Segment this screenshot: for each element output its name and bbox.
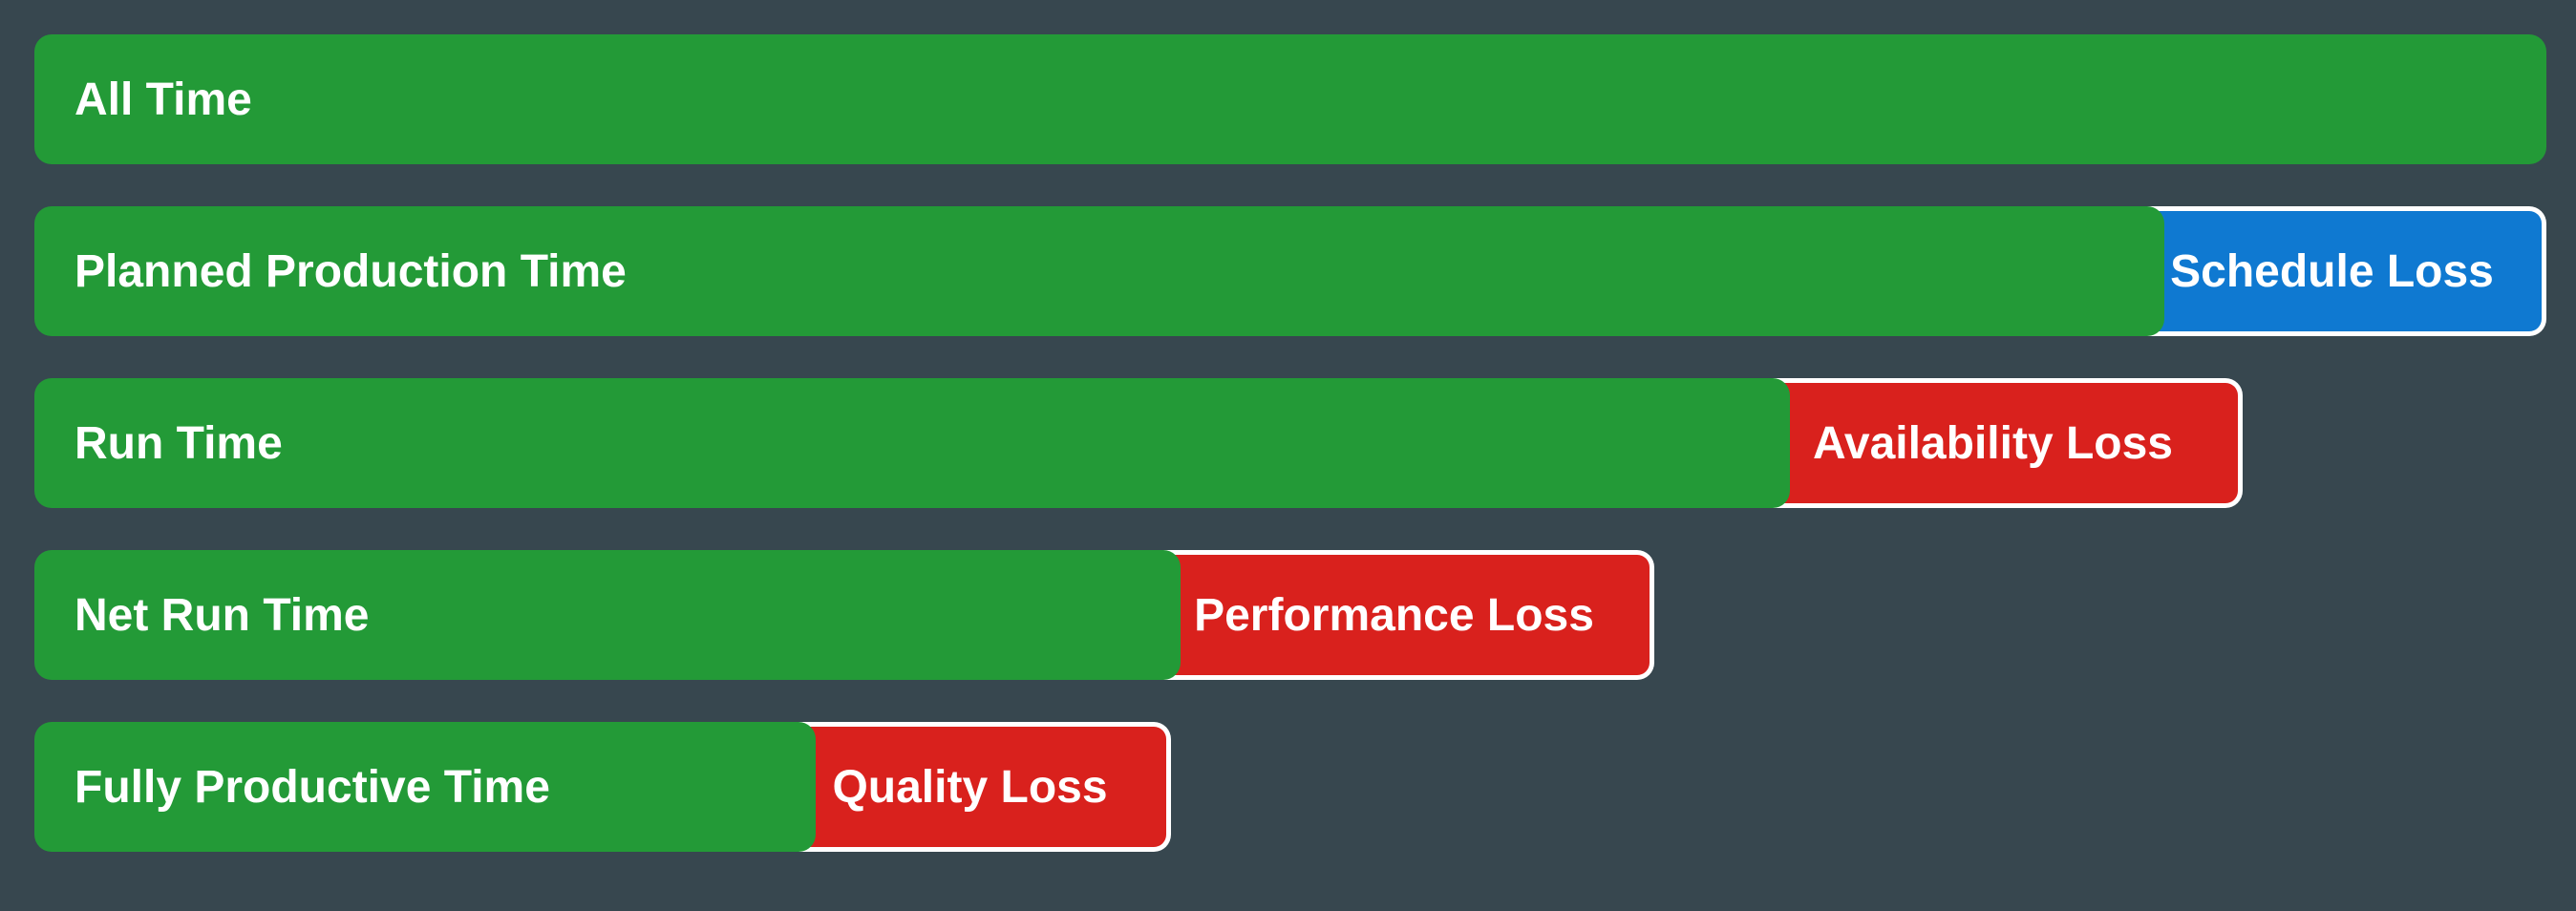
bar-planned-production-time: Planned Production Time xyxy=(34,206,2164,336)
bar-performance-loss: Performance Loss xyxy=(1139,550,1654,680)
bar-availability-loss: Availability Loss xyxy=(1748,378,2243,508)
oee-waterfall-diagram: All Time Planned Production Time Schedul… xyxy=(0,0,2576,911)
bar-all-time: All Time xyxy=(34,34,2546,164)
bar-schedule-loss: Schedule Loss xyxy=(2122,206,2546,336)
bar-run-time: Run Time xyxy=(34,378,1790,508)
bar-net-run-time: Net Run Time xyxy=(34,550,1181,680)
bar-fully-productive-time: Fully Productive Time xyxy=(34,722,816,852)
bar-quality-loss: Quality Loss xyxy=(774,722,1171,852)
